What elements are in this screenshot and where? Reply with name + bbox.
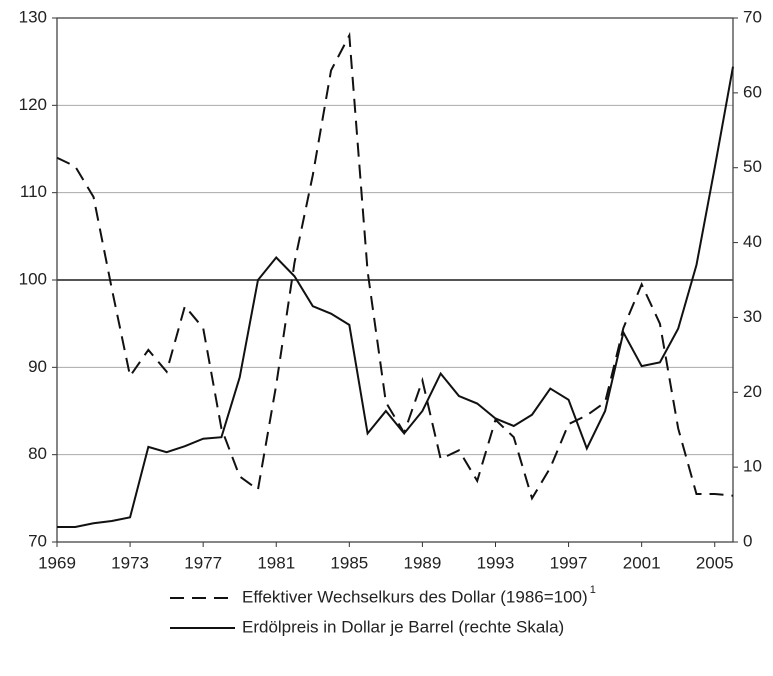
y-tick-label: 110 (20, 182, 47, 201)
y-tick-label: 80 (28, 444, 47, 463)
x-tick-label: 1973 (111, 553, 149, 572)
x-tick-label: 1969 (38, 553, 76, 572)
legend-label: Erdölpreis in Dollar je Barrel (rechte S… (242, 617, 564, 636)
x-tick-label: 2005 (696, 553, 734, 572)
y2-tick-label: 0 (743, 531, 752, 550)
x-tick-label: 1977 (184, 553, 222, 572)
x-tick-label: 1985 (330, 553, 368, 572)
y2-tick-label: 70 (743, 7, 762, 26)
x-tick-label: 2001 (623, 553, 661, 572)
x-tick-label: 1981 (257, 553, 295, 572)
y-tick-label: 120 (19, 95, 47, 114)
x-tick-label: 1997 (550, 553, 588, 572)
y2-tick-label: 40 (743, 232, 762, 251)
legend-footnote: 1 (590, 584, 596, 596)
y-tick-label: 100 (19, 269, 47, 288)
plot-frame (56, 17, 734, 543)
y-tick-label: 70 (28, 531, 47, 550)
x-tick-label: 1989 (403, 553, 441, 572)
y2-tick-label: 10 (743, 457, 762, 476)
legend-label: Effektiver Wechselkurs des Dollar (1986=… (242, 587, 588, 606)
y2-tick-label: 30 (743, 307, 762, 326)
y-tick-label: 90 (28, 357, 47, 376)
x-tick-label: 1993 (477, 553, 515, 572)
y-tick-label: 130 (19, 7, 47, 26)
y2-tick-label: 20 (743, 382, 762, 401)
y2-tick-label: 60 (743, 82, 762, 101)
y2-tick-label: 50 (743, 157, 762, 176)
series-line (57, 66, 734, 529)
series-line (56, 31, 734, 501)
